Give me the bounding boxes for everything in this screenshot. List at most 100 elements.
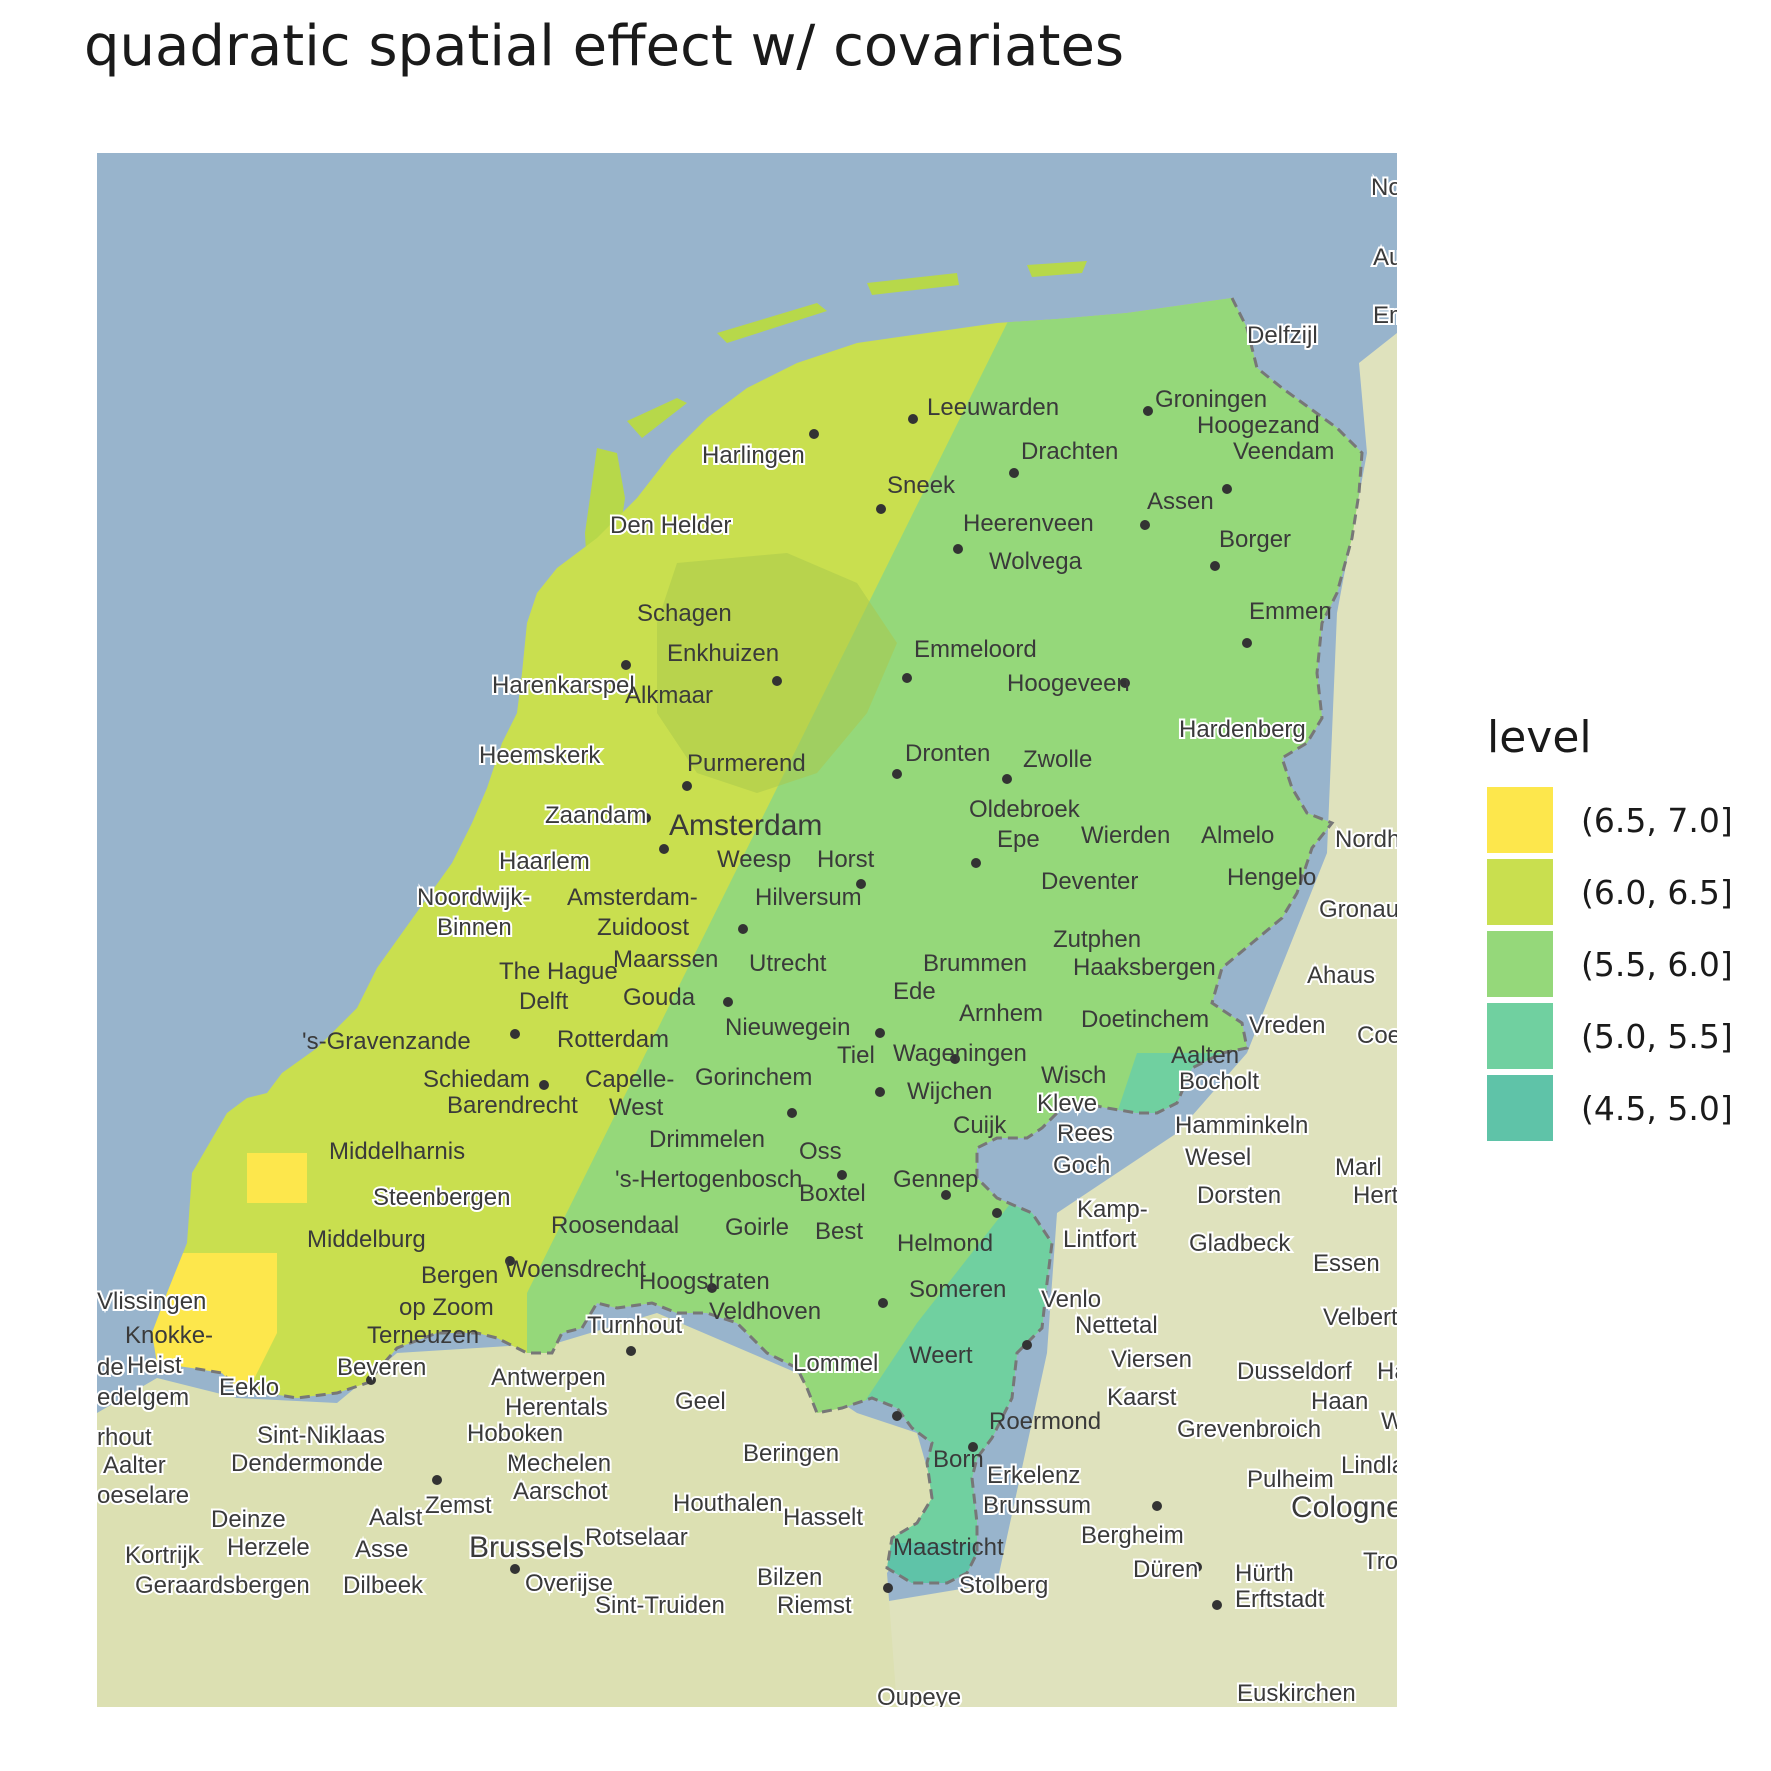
- legend-swatch: [1487, 931, 1553, 997]
- label-hoboken: Hoboken: [467, 1420, 563, 1447]
- label-gorinchem: Gorinchem: [695, 1064, 812, 1091]
- label-harenkarspel: Harenkarspel: [492, 672, 635, 699]
- label-bocholt: Bocholt: [1179, 1068, 1259, 1095]
- label-hilversum: Hilversum: [755, 884, 862, 911]
- band-6-5-7-0-zeeland: [152, 1253, 277, 1413]
- label-emmen: Emmen: [1249, 598, 1332, 625]
- label-arnhem: Arnhem: [959, 1000, 1043, 1027]
- label-turnhout: Turnhout: [587, 1312, 683, 1339]
- label-grevenbroich: Grevenbroich: [1177, 1416, 1321, 1443]
- label-lommel: Lommel: [793, 1350, 878, 1377]
- island-ameland: [867, 273, 959, 295]
- label-haan: Haan: [1311, 1388, 1368, 1415]
- label-sint-truiden: Sint-Truiden: [595, 1592, 725, 1619]
- label-oeselare: oeselare: [97, 1482, 189, 1509]
- city-dots: [366, 406, 1252, 1610]
- label-aarschot: Aarschot: [513, 1478, 608, 1505]
- label-delft: Delft: [519, 988, 569, 1015]
- label-aalten: Aalten: [1171, 1042, 1239, 1069]
- label-cuijk: Cuijk: [953, 1112, 1007, 1139]
- map-title: quadratic spatial effect w/ covariates: [84, 14, 1125, 79]
- label-tiel: Tiel: [837, 1042, 875, 1069]
- label-vreden: Vreden: [1249, 1012, 1326, 1039]
- label-herten: Hert: [1353, 1182, 1397, 1209]
- legend-label: (6.5, 7.0]: [1581, 801, 1733, 840]
- legend-label: (4.5, 5.0]: [1581, 1089, 1733, 1128]
- label-utrecht: Utrecht: [749, 950, 827, 977]
- label-sneek: Sneek: [887, 472, 956, 499]
- label-w: W: [1381, 1408, 1397, 1435]
- label-geraardsbergen: Geraardsbergen: [135, 1572, 310, 1599]
- label-deventer: Deventer: [1041, 868, 1138, 895]
- label-wesel: Wesel: [1185, 1144, 1251, 1171]
- label-gronau: Gronau: [1319, 896, 1397, 923]
- map-panel[interactable]: Leeuwarden Groningen Hoogezand Veendam D…: [97, 153, 1397, 1707]
- legend-swatch: [1487, 787, 1553, 853]
- legend: level (6.5, 7.0] (6.0, 6.5] (5.5, 6.0] (5.0…: [1487, 712, 1757, 1147]
- label-riemst: Riemst: [777, 1592, 852, 1619]
- label-hoogeveen: Hoogeveen: [1007, 670, 1130, 697]
- label-dendermonde: Dendermonde: [231, 1450, 383, 1477]
- label-nieuwegein: Nieuwegein: [725, 1014, 850, 1041]
- label-kamp-2: Lintfort: [1063, 1226, 1137, 1253]
- germany-land: [857, 153, 1397, 1707]
- label-erftstadt: Erftstadt: [1235, 1586, 1325, 1613]
- label-steenbergen: Steenbergen: [373, 1184, 510, 1211]
- label-groningen: Groningen: [1155, 386, 1267, 413]
- label-brunssum: Brunssum: [983, 1492, 1091, 1519]
- label-doetinchem: Doetinchem: [1081, 1006, 1209, 1033]
- label-bergheim: Bergheim: [1081, 1522, 1184, 1549]
- label-goirle: Goirle: [725, 1214, 789, 1241]
- label-troisdorf: Tro: [1363, 1548, 1397, 1575]
- label-hengelo: Hengelo: [1227, 864, 1316, 891]
- label-marl: Marl: [1335, 1154, 1382, 1181]
- label-wisch: Wisch: [1041, 1062, 1106, 1089]
- label-delfzijl: Delfzijl: [1247, 322, 1318, 349]
- ijsselmeer-water: [657, 553, 897, 793]
- legend-swatch: [1487, 1003, 1553, 1069]
- label-goch: Goch: [1053, 1152, 1110, 1179]
- label-aalter: Aalter: [103, 1452, 166, 1479]
- legend-item: (5.5, 6.0]: [1487, 931, 1757, 1003]
- legend-label: (5.5, 6.0]: [1581, 945, 1733, 984]
- label-purmerend: Purmerend: [687, 750, 806, 777]
- legend-items: (6.5, 7.0] (6.0, 6.5] (5.5, 6.0] (5.0, 5.5]…: [1487, 787, 1757, 1147]
- label-coesfeld: Coe: [1357, 1022, 1397, 1049]
- label-ha: Ha: [1377, 1358, 1397, 1385]
- legend-title: level: [1487, 712, 1592, 763]
- label-oldebroek: Oldebroek: [969, 796, 1081, 823]
- legend-swatch: [1487, 859, 1553, 925]
- label-terneuzen: Terneuzen: [367, 1322, 479, 1349]
- label-horst: Horst: [817, 846, 875, 873]
- label-venlo: Venlo: [1041, 1286, 1101, 1313]
- label-kleve: Kleve: [1037, 1090, 1097, 1117]
- label-brussels: Brussels: [469, 1531, 584, 1564]
- label-zwolle: Zwolle: [1023, 746, 1092, 773]
- label-capelle-1: Capelle-: [585, 1066, 674, 1093]
- label-houthalen: Houthalen: [673, 1490, 782, 1517]
- label-aurich: Au: [1373, 244, 1397, 271]
- label-oupeye: Oupeye: [877, 1684, 961, 1707]
- label-capelle-2: West: [609, 1094, 664, 1121]
- label-hurth: Hürth: [1235, 1560, 1294, 1587]
- label-amsterdam-zuidoost-2: Zuidoost: [597, 914, 689, 941]
- label-eeklo: Eeklo: [219, 1374, 279, 1401]
- label-herzele: Herzele: [227, 1534, 310, 1561]
- map-canvas[interactable]: Leeuwarden Groningen Hoogezand Veendam D…: [97, 153, 1397, 1707]
- label-aalst: Aalst: [369, 1504, 423, 1531]
- legend-item: (6.0, 6.5]: [1487, 859, 1757, 931]
- label-ede: Ede: [893, 978, 936, 1005]
- label-zaandam: Zaandam: [545, 802, 646, 829]
- label-herentals: Herentals: [505, 1394, 608, 1421]
- label-helmond: Helmond: [897, 1230, 993, 1257]
- label-assen: Assen: [1147, 488, 1214, 515]
- label-hasselt: Hasselt: [783, 1504, 863, 1531]
- label-drachten: Drachten: [1021, 438, 1118, 465]
- legend-label: (5.0, 5.5]: [1581, 1017, 1733, 1056]
- label-ahaus: Ahaus: [1307, 962, 1375, 989]
- legend-item: (4.5, 5.0]: [1487, 1075, 1757, 1147]
- label-overijse: Overijse: [525, 1570, 613, 1597]
- label-hertogenbosch: 's-Hertogenbosch: [615, 1166, 802, 1193]
- label-middelburg: Middelburg: [307, 1226, 426, 1253]
- label-hardenberg: Hardenberg: [1179, 716, 1306, 743]
